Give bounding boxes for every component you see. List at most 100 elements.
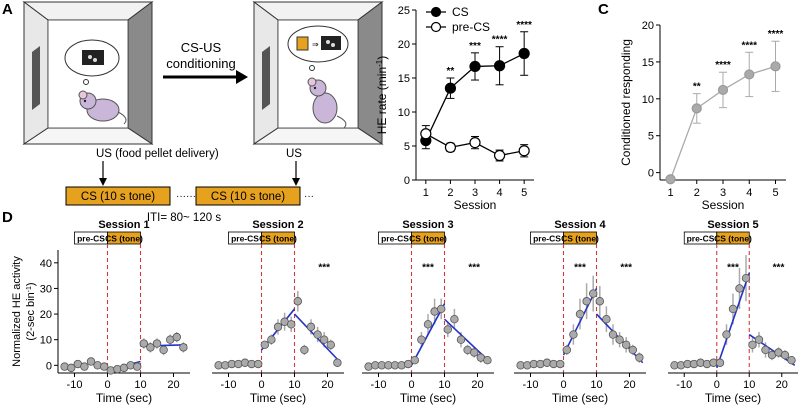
significance-marker: ***: [469, 41, 481, 52]
data-point: [595, 297, 604, 306]
x-tick-label: 5: [772, 187, 778, 199]
x-tick-label: 10: [743, 379, 755, 391]
us-arrow-2: [292, 178, 300, 186]
y-tick-label: 0: [404, 175, 410, 187]
data-point: [722, 330, 731, 339]
x-tick-label: 1: [667, 187, 673, 199]
data-point: [780, 350, 790, 360]
x-tick-label: 20: [321, 379, 333, 391]
x-tick-label: 3: [720, 187, 726, 199]
thought-bubble-right: ⇒: [287, 25, 349, 71]
timeline-dots-2: ···: [304, 191, 314, 202]
data-point: [326, 340, 335, 350]
x-axis-label: Time (sec): [400, 391, 456, 405]
pre-cs-label: pre-CS: [533, 234, 561, 244]
data-point: [456, 335, 466, 344]
conditioning-label-line1: CS-US: [181, 40, 222, 55]
data-point: [518, 47, 530, 60]
data-point: [615, 335, 624, 344]
x-axis-label: Time (sec): [96, 391, 152, 405]
cs-box-1-label: CS (10 s tone): [81, 191, 155, 203]
data-point: [469, 60, 481, 73]
data-point: [556, 359, 565, 369]
cs-tone-bar: [107, 231, 141, 245]
data-point: [761, 345, 770, 355]
session-panel-1: Session 1 pre-CS CS (tone) -10 0 10 20 Time (se…: [40, 219, 190, 405]
mouse-icon-right: [307, 77, 347, 129]
data-point: [80, 362, 89, 371]
x-tick-label: 0: [104, 379, 110, 391]
cs-box-1: [65, 186, 171, 206]
session-panel-3: Session 3 pre-CS CS (tone) -10 0 10 20 Time (se…: [362, 219, 494, 405]
data-point: [420, 128, 432, 140]
x-tick-label: 0: [408, 379, 414, 391]
data-point: [293, 297, 302, 306]
data-point: [437, 304, 446, 314]
session-panel-4: Session 4 pre-CS CS (tone) -10 0 10 20 Time (se…: [514, 219, 646, 405]
x-tick-label: 10: [134, 379, 146, 391]
speaker-icon: [296, 36, 309, 51]
svg-text:⇒: ⇒: [312, 40, 319, 49]
data-point: [146, 343, 155, 352]
y-tick-label: 20: [398, 39, 410, 51]
data-point: [602, 314, 611, 324]
data-point: [562, 345, 571, 355]
x-tick-label: 10: [590, 379, 602, 391]
data-point: [691, 103, 702, 114]
data-point: [287, 320, 296, 329]
chart-c: 0 5 10 15 20 1 2 3 4 5 Session Conditioned respondi…: [619, 20, 786, 212]
y-axis-label: Conditioned responding: [619, 39, 633, 166]
x-tick-label: 5: [521, 187, 527, 199]
significance-marker: ***: [318, 263, 330, 274]
data-point: [628, 345, 637, 355]
data-point: [470, 348, 479, 357]
cs-tone-label: CS (tone): [714, 234, 752, 244]
iti-label: ITI= 80~ 120 s: [147, 212, 221, 224]
significance-marker: ****: [715, 60, 731, 71]
data-point: [423, 320, 433, 329]
panel-letter-d: D: [2, 209, 13, 226]
cs-tone-label: CS (tone): [259, 234, 297, 244]
mouse-icon-left: [78, 90, 127, 125]
panel-d: Normalized HE activity (2-sec bin-1)Sessi…: [11, 219, 798, 405]
regression-line: [562, 288, 598, 356]
x-tick-label: 20: [776, 379, 788, 391]
thought-bubble-left: [64, 39, 120, 85]
y-tick-label: 5: [404, 141, 410, 153]
pre-cs-label: pre-CS: [381, 234, 409, 244]
d-y-axis-label-line2: (2-sec bin-1): [25, 282, 37, 340]
data-point: [172, 332, 181, 342]
data-point: [518, 145, 530, 157]
data-point: [306, 322, 316, 332]
regression-line: [715, 272, 751, 369]
x-axis-label: Time (sec): [705, 391, 761, 405]
panel-letter-c: C: [598, 1, 609, 18]
session-title: Session 4: [554, 219, 606, 231]
x-tick-label: -10: [221, 379, 237, 391]
data-point: [635, 353, 644, 362]
data-point: [444, 141, 457, 153]
data-point: [575, 309, 585, 319]
conditioning-arrow-head: [236, 70, 248, 84]
x-tick-label: 20: [167, 379, 179, 391]
data-point: [132, 362, 142, 371]
y-tick-label: 20: [40, 309, 52, 321]
data-point: [300, 345, 309, 355]
session-title: Session 1: [98, 219, 149, 231]
data-point: [320, 335, 329, 344]
data-point: [260, 340, 269, 350]
pre-cs-label: pre-CS: [231, 234, 259, 244]
data-point: [735, 284, 744, 293]
us-arrow-1: [99, 178, 107, 186]
data-point: [99, 362, 109, 371]
data-point: [66, 363, 76, 373]
data-point: [770, 61, 781, 72]
schematic-box-left: [22, 1, 154, 145]
data-point: [152, 339, 162, 348]
door-icon: [262, 46, 270, 110]
session-title: Session 5: [707, 219, 758, 231]
session-title: Session 2: [252, 219, 303, 231]
x-tick-label: 20: [623, 379, 635, 391]
x-tick-label: 3: [472, 187, 478, 199]
